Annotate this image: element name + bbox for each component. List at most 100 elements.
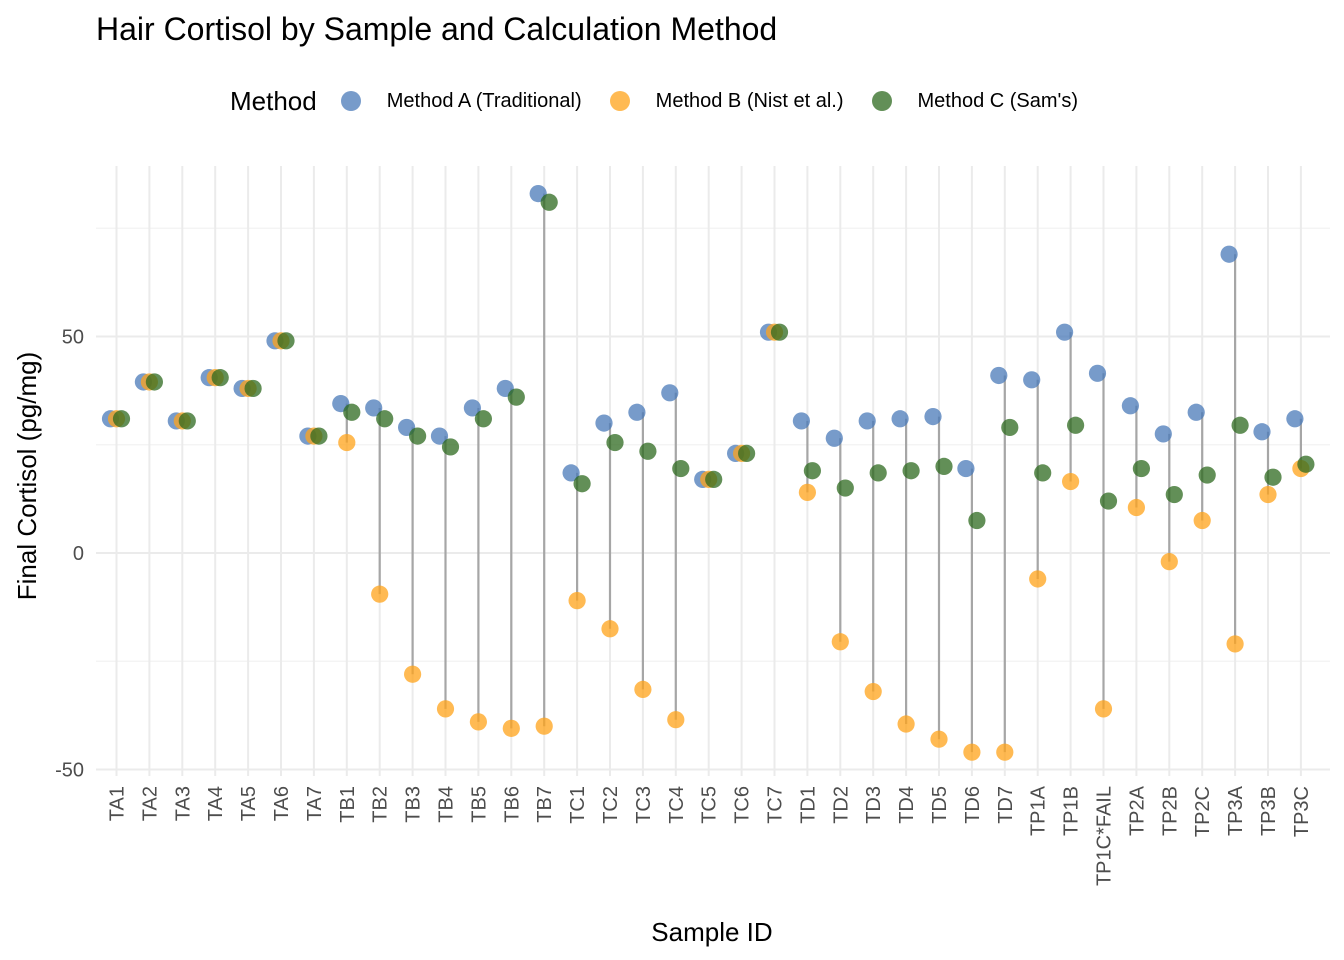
data-point-series-3 [1067,416,1085,434]
x-tick-label: TB1 [337,786,359,823]
data-point-series-1 [1253,423,1271,441]
data-point-series-1 [957,459,975,478]
data-point-series-3 [211,369,229,387]
data-point-series-1 [562,464,580,482]
x-tick-label: TA7 [304,786,326,821]
data-point-series-2 [930,730,948,748]
x-tick-label: TC7 [765,786,787,824]
data-point-series-3 [1001,418,1019,437]
data-point-series-3 [1297,455,1315,473]
x-tick-label: TA6 [271,786,293,821]
data-point-series-1 [1056,323,1074,341]
data-point-series-2 [667,711,685,729]
data-point-series-3 [573,475,591,493]
data-point-series-3 [738,444,756,463]
x-tick-label: TB6 [501,786,523,823]
data-point-series-3 [1231,416,1249,434]
data-points [101,185,1315,761]
data-point-series-3 [409,427,427,445]
data-point-series-2 [831,633,849,651]
data-point-series-1 [1154,425,1172,443]
data-point-series-2 [601,620,619,638]
data-point-series-3 [343,403,361,421]
x-tick-label: TP1A [1028,785,1050,836]
data-point-series-1 [1121,397,1139,415]
data-point-series-1 [595,414,613,432]
x-tick-label: TD6 [962,786,984,824]
data-point-series-2 [568,592,586,610]
x-tick-label: TP3A [1225,785,1247,836]
legend-label-method-a: Method A (Traditional) [386,89,582,112]
x-tick-label: TB2 [370,786,392,823]
data-point-series-3 [1165,485,1183,504]
data-point-series-2 [1094,700,1113,718]
data-point-series-2 [535,717,553,735]
data-point-series-1 [858,412,876,430]
data-point-series-3 [869,464,887,482]
x-tick-label: TC5 [699,786,721,824]
data-point-series-2 [1226,635,1244,653]
data-point-series-1 [891,410,909,428]
data-point-series-2 [404,665,422,683]
x-tick-label: TP1B [1061,786,1083,836]
x-tick-label: TB7 [534,786,556,823]
data-point-series-3 [376,410,394,428]
data-point-series-2 [338,433,356,452]
data-point-series-2 [1062,472,1080,491]
data-point-series-1 [1187,403,1205,421]
legend-label-method-b: Method B (Nist et al.) [655,89,844,112]
data-point-series-1 [1286,410,1304,428]
data-point-series-3 [310,427,328,445]
y-tick-label: 0 [73,543,84,565]
data-point-series-2 [897,715,915,733]
data-point-series-2 [963,743,981,761]
data-point-series-3 [705,470,723,488]
legend-title: Method [230,85,317,116]
data-point-series-3 [1099,492,1118,510]
data-point-series-3 [1034,464,1052,482]
data-point-series-3 [474,410,492,428]
legend: Method Method A (Traditional) Method B (… [230,84,1106,118]
legend-item-method-b: Method B (Nist et al.) [609,89,844,113]
data-point-series-3 [507,388,525,406]
x-tick-label: TP2C [1192,786,1214,837]
data-point-series-3 [770,323,789,341]
x-tick-label: TD1 [797,786,819,824]
x-tick-label: TP1C*FAIL [1094,786,1116,886]
legend-key-method-a [340,91,361,111]
data-point-series-1 [792,412,811,430]
data-point-series-3 [112,410,131,428]
data-point-series-2 [1259,485,1277,504]
x-tick-label: TC4 [666,786,688,824]
x-axis-title: Sample ID [651,917,772,947]
legend-key-method-b [609,91,630,111]
y-tick-label: 50 [62,327,84,349]
x-tick-label: TC6 [732,786,754,824]
data-point-series-2 [1160,553,1178,571]
x-axis-ticks: TA1 TA2 TA3 TA4 TA5 TA6 TA7 TB1 TB2 TB3 TB4 TB5 TB6 T… [107,785,1313,886]
legend-label-method-c: Method C (Sam's) [917,89,1079,112]
data-point-series-3 [540,193,558,211]
data-point-series-3 [606,433,624,452]
x-tick-label: TD4 [896,786,918,824]
legend-item-method-a: Method A (Traditional) [340,89,582,113]
x-tick-label: TD2 [830,786,852,824]
data-point-series-2 [996,743,1014,761]
x-tick-label: TA5 [238,786,260,821]
data-point-series-3 [803,462,822,480]
x-tick-label: TP3B [1258,786,1280,836]
data-point-series-3 [935,457,953,475]
data-point-series-1 [825,429,843,447]
data-point-series-2 [1029,570,1047,588]
data-point-series-3 [178,412,196,430]
data-point-series-2 [1127,498,1145,517]
data-point-series-1 [924,408,942,426]
data-point-series-3 [1264,468,1282,486]
x-tick-label: TC2 [600,786,622,824]
data-point-series-3 [1198,466,1216,484]
x-tick-label: TP2A [1126,785,1148,836]
chart-title: Hair Cortisol by Sample and Calculation … [96,11,778,47]
x-tick-label: TC1 [567,786,589,824]
x-tick-label: TD5 [929,786,951,824]
